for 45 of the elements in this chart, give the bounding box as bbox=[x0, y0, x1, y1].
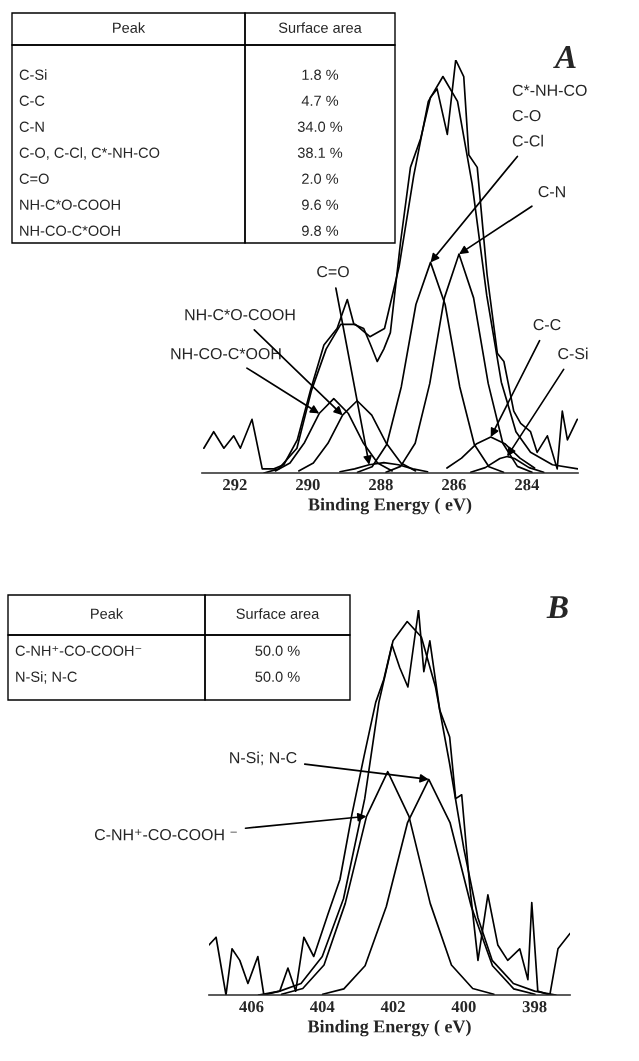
x-axis-title: Binding Energy ( eV) bbox=[308, 497, 472, 515]
text: C=O bbox=[19, 173, 49, 184]
text: Peak bbox=[113, 22, 146, 33]
text: Surface area bbox=[278, 22, 362, 33]
x-tick-label: 292 bbox=[223, 479, 247, 491]
annotation: Surface area bbox=[236, 608, 320, 619]
text: C-N bbox=[19, 121, 44, 132]
x-tick-label: 404 bbox=[309, 1001, 335, 1013]
x-tick-label: 402 bbox=[380, 1001, 405, 1013]
annotation: C*-NH-CO C-O C-Cl bbox=[512, 84, 587, 147]
chart-title: B bbox=[546, 596, 568, 619]
annotation: 50.0 % bbox=[255, 671, 300, 682]
annotation: 34.0 % bbox=[297, 121, 343, 132]
text: C-NH⁺-CO-COOH⁻ bbox=[15, 645, 142, 656]
annotation: C-N bbox=[538, 185, 565, 198]
x-tick-label: 406 bbox=[239, 1001, 264, 1013]
annotation: 2.0 % bbox=[302, 173, 339, 184]
annotation: NH-C*O-COOH bbox=[185, 308, 295, 321]
text: C-C bbox=[19, 95, 45, 106]
x-tick-label: 286 bbox=[442, 479, 466, 491]
x-tick-label: 284 bbox=[515, 479, 540, 491]
annotation: 9.6 % bbox=[302, 199, 339, 210]
text: NH-C*O-COOH bbox=[20, 199, 120, 210]
annotation: 1.8 % bbox=[302, 69, 339, 80]
text: Peak bbox=[91, 608, 124, 619]
x-tick-label: 398 bbox=[522, 1001, 547, 1013]
annotation: 50.0 % bbox=[255, 645, 300, 656]
x-axis-title: Binding Energy ( eV) bbox=[307, 1019, 471, 1037]
chart-title: A bbox=[553, 46, 576, 69]
x-tick-label: 288 bbox=[369, 479, 393, 491]
text: NH-CO-C*OOH bbox=[20, 225, 120, 236]
annotation: N-Si; N-C bbox=[230, 751, 297, 766]
text: C-O, C-Cl, C*-NH-CO bbox=[19, 147, 160, 160]
annotation: NH-CO-C*OOH bbox=[171, 347, 281, 360]
annotation: C-NH⁺-CO-COOH ⁻ bbox=[94, 828, 237, 841]
text: N-Si; N-C bbox=[16, 671, 77, 684]
text: C-Si bbox=[19, 69, 47, 80]
annotation: C-C bbox=[533, 318, 561, 331]
annotation: 38.1 % bbox=[297, 147, 343, 158]
x-tick-label: 400 bbox=[451, 1001, 476, 1013]
x-tick-label: 290 bbox=[296, 479, 320, 491]
annotation: 9.8 % bbox=[302, 225, 339, 236]
annotation: 4.7 % bbox=[301, 95, 339, 106]
annotation: C=O bbox=[317, 265, 349, 278]
annotation: C-Si bbox=[558, 347, 588, 360]
